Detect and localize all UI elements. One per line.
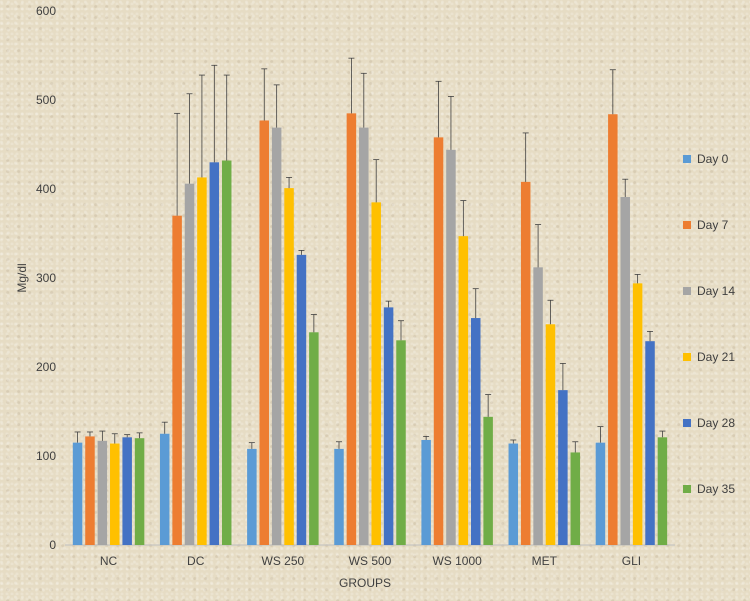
bar	[520, 181, 531, 545]
bar	[483, 416, 493, 545]
legend-label: Day 7	[697, 218, 729, 232]
bar	[458, 236, 469, 546]
x-tick-label: WS 250	[262, 554, 305, 568]
bar	[247, 448, 257, 545]
bar	[558, 390, 568, 545]
legend-label: Day 28	[697, 416, 735, 430]
x-tick-label: DC	[187, 554, 205, 568]
bar	[122, 437, 132, 545]
y-tick-label: 100	[36, 449, 56, 463]
bar	[533, 267, 543, 545]
bar	[72, 442, 83, 545]
x-axis-title: GROUPS	[339, 576, 391, 590]
legend-label: Day 21	[697, 350, 735, 364]
y-tick-label: 300	[36, 271, 56, 285]
y-tick-label: 500	[36, 93, 56, 107]
legend-swatch	[683, 485, 691, 493]
bar	[570, 452, 581, 545]
x-tick-label: MET	[532, 554, 558, 568]
legend-swatch	[683, 221, 691, 229]
bar	[446, 149, 456, 545]
bar	[134, 438, 145, 545]
bar	[545, 324, 556, 545]
error-bars	[74, 57, 666, 453]
bar	[645, 341, 655, 545]
legend-swatch	[683, 287, 691, 295]
legend-swatch	[683, 155, 691, 163]
bar	[209, 162, 220, 546]
bar	[221, 160, 232, 545]
y-tick-label: 400	[36, 182, 56, 196]
x-axis: NC DC WS 250 WS 500 WS 1000 MET GLI	[65, 544, 675, 568]
bar	[284, 188, 294, 546]
bar	[184, 183, 195, 545]
bar	[657, 437, 668, 545]
x-tick-label: WS 1000	[432, 554, 482, 568]
bar	[371, 202, 381, 545]
bar	[85, 436, 95, 545]
bar	[396, 340, 406, 545]
bar	[608, 114, 618, 546]
bar	[296, 254, 307, 546]
bar	[595, 442, 606, 545]
legend-swatch	[683, 419, 691, 427]
bar	[632, 283, 643, 545]
bar	[421, 439, 431, 545]
x-tick-label: WS 500	[349, 554, 392, 568]
bar	[433, 137, 444, 545]
bar	[159, 433, 170, 545]
legend: Day 0 Day 7 Day 14 Day 21 Day 28 Day 35	[683, 152, 735, 496]
bar	[172, 215, 182, 545]
bar	[271, 127, 282, 545]
legend-swatch	[683, 353, 691, 361]
bar	[334, 448, 344, 545]
bar	[470, 318, 481, 545]
bar	[620, 197, 630, 545]
legend-label: Day 14	[697, 284, 735, 298]
bar	[309, 332, 319, 545]
y-axis: 0 100 200 300 400 500 600	[36, 4, 56, 552]
x-tick-label: GLI	[622, 554, 641, 568]
bars	[72, 113, 668, 546]
bar	[359, 127, 369, 545]
y-tick-label: 200	[36, 360, 56, 374]
bar	[383, 307, 394, 545]
bar	[259, 120, 270, 545]
legend-label: Day 35	[697, 482, 735, 496]
legend-label: Day 0	[697, 152, 729, 166]
bar	[508, 443, 519, 545]
bar	[346, 113, 357, 545]
x-tick-label: NC	[100, 554, 118, 568]
y-axis-title: Mg/dl	[15, 263, 29, 292]
bar	[97, 440, 108, 545]
y-tick-label: 0	[49, 538, 56, 552]
y-tick-label: 600	[36, 4, 56, 18]
bar	[110, 443, 120, 545]
bar	[197, 177, 207, 545]
